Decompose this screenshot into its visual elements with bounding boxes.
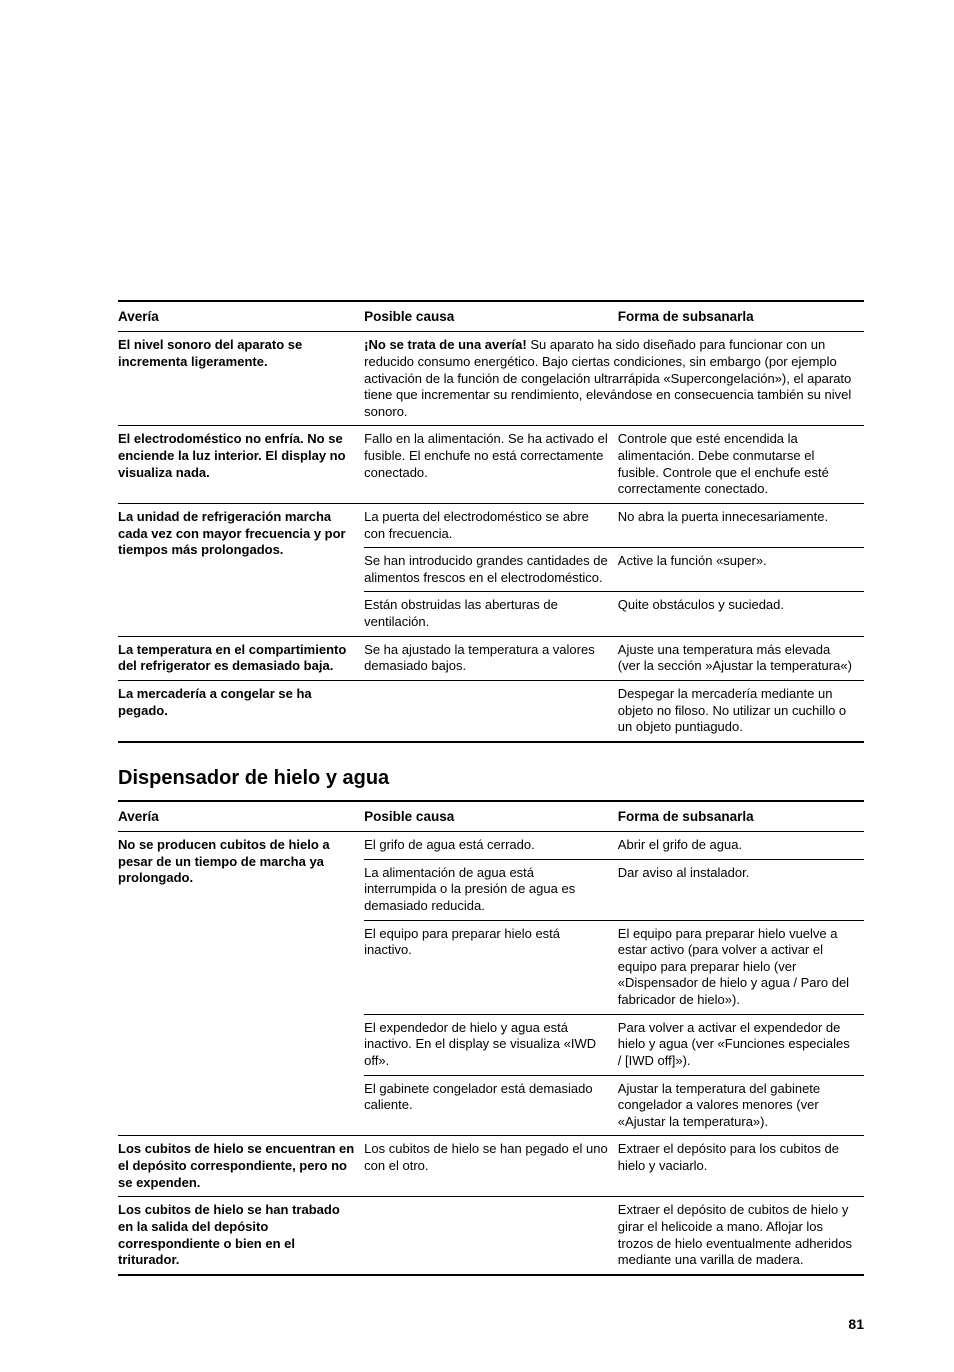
table-cell: El equipo para preparar hielo vuelve a e… (618, 920, 864, 1014)
fault-label: El nivel sonoro del aparato se increment… (118, 332, 364, 426)
fault-label: No se producen cubitos de hielo a pesar … (118, 832, 364, 1136)
page-number: 81 (118, 1316, 864, 1332)
fault-label: Los cubitos de hielo se encuentran en el… (118, 1136, 364, 1197)
section-title-dispensador: Dispensador de hielo y agua (118, 767, 864, 790)
table-cell (364, 1197, 618, 1275)
table-cell: Están obstruidas las aberturas de ventil… (364, 592, 618, 636)
table-cell: La alimentación de agua está interrumpid… (364, 859, 618, 920)
table-cell: Abrir el grifo de agua. (618, 832, 864, 860)
table-cell: Ajustar la temperatura del gabinete cong… (618, 1075, 864, 1136)
table-cell: No abra la puerta innecesariamente. (618, 503, 864, 547)
table-cell: El equipo para preparar hielo está inact… (364, 920, 618, 1014)
table-cell: Fallo en la alimentación. Se ha activado… (364, 426, 618, 504)
col-header: Forma de subsanarla (618, 301, 864, 332)
table-cell: Se ha ajustado la temperatura a valores … (364, 636, 618, 680)
table-cell: Quite obstáculos y suciedad. (618, 592, 864, 636)
table-cell: ¡No se trata de una avería! Su aparato h… (364, 332, 864, 426)
table-cell: El expendedor de hielo y agua está inact… (364, 1014, 618, 1075)
col-header: Posible causa (364, 801, 618, 832)
table-cell: Ajuste una temperatura más elevada (ver … (618, 636, 864, 680)
table-cell: El gabinete congelador está demasiado ca… (364, 1075, 618, 1136)
table-cell: Dar aviso al instalador. (618, 859, 864, 920)
table-cell: Controle que esté encendida la alimentac… (618, 426, 864, 504)
fault-label: Los cubitos de hielo se han trabado en l… (118, 1197, 364, 1275)
fault-label: El electrodoméstico no enfría. No se enc… (118, 426, 364, 504)
table-cell (364, 680, 618, 741)
table-cell: Los cubitos de hielo se han pegado el un… (364, 1136, 618, 1197)
faults-table-2: Avería Posible causa Forma de subsanarla… (118, 800, 864, 1276)
col-header: Avería (118, 801, 364, 832)
table-cell: Active la función «super». (618, 548, 864, 592)
table-cell: El grifo de agua está cerrado. (364, 832, 618, 860)
fault-label: La mercadería a congelar se ha pegado. (118, 680, 364, 741)
faults-table-1: Avería Posible causa Forma de subsanarla… (118, 300, 864, 743)
table-cell: Para volver a activar el expendedor de h… (618, 1014, 864, 1075)
col-header: Posible causa (364, 301, 618, 332)
table-cell: Despegar la mercadería mediante un objet… (618, 680, 864, 741)
table-cell: Se han introducido grandes cantidades de… (364, 548, 618, 592)
col-header: Avería (118, 301, 364, 332)
table-cell: Extraer el depósito de cubitos de hielo … (618, 1197, 864, 1275)
col-header: Forma de subsanarla (618, 801, 864, 832)
table-cell: Extraer el depósito para los cubitos de … (618, 1136, 864, 1197)
table-cell: La puerta del electrodoméstico se abre c… (364, 503, 618, 547)
fault-label: La unidad de refrigeración marcha cada v… (118, 503, 364, 636)
fault-label: La temperatura en el comparti­miento del… (118, 636, 364, 680)
